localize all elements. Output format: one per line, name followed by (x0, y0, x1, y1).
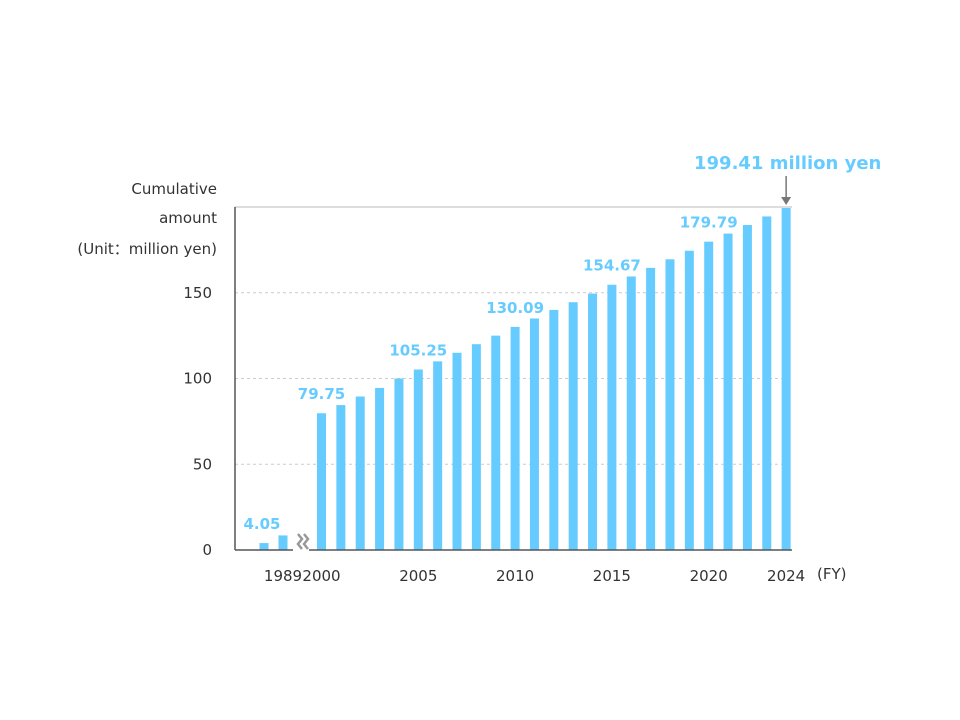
bar-2001 (336, 405, 346, 550)
x-tick-label-2024: 2024 (767, 567, 805, 585)
y-tick-label-0: 0 (202, 541, 212, 559)
x-tick-label-2015: 2015 (593, 567, 631, 585)
bar-2005 (413, 369, 423, 550)
bar-2023 (762, 216, 772, 550)
data-label-2010: 130.09 (486, 299, 544, 317)
bar-2014 (588, 293, 598, 550)
x-axis-unit-label: (FY) (817, 565, 847, 583)
y-tick-label-100: 100 (183, 370, 212, 388)
bar-2006 (433, 361, 443, 550)
bar-2021 (723, 233, 733, 550)
bar-2024 (781, 208, 791, 551)
bar-2011 (529, 318, 539, 550)
y-tick-label-150: 150 (183, 284, 212, 302)
bar-2018 (665, 259, 675, 550)
x-tick-label-2005: 2005 (399, 567, 437, 585)
bar-2013 (568, 302, 578, 550)
bar-2004 (394, 378, 404, 550)
data-label-2000: 79.75 (298, 385, 345, 403)
total-callout-label: 199.41 million yen (694, 153, 882, 174)
data-label-2005: 105.25 (389, 341, 447, 359)
bar-2000 (317, 413, 326, 550)
bar-2008 (471, 344, 481, 550)
y-axis-title-line-1: Cumulative (131, 180, 217, 198)
axis-break-zigzag-2 (302, 533, 310, 550)
y-axis-title-line-2: amount (159, 209, 217, 227)
bar-1989 (278, 535, 288, 550)
data-label-2020: 179.79 (680, 214, 738, 232)
x-tick-label-2020: 2020 (690, 567, 728, 585)
callout-arrow-head (781, 197, 792, 206)
x-tick-label-2010: 2010 (496, 567, 534, 585)
bar-2020 (704, 241, 714, 550)
data-label-1988: 4.05 (243, 515, 280, 533)
bar-2016 (626, 276, 636, 550)
x-tick-label-1989: 1989 (264, 567, 302, 585)
axis-break-zigzag-1 (296, 533, 304, 550)
bar-2017 (646, 267, 656, 550)
bar-1988 (259, 543, 269, 550)
bar-2009 (491, 335, 501, 550)
bar-2010 (510, 326, 520, 550)
bar-2003 (375, 387, 385, 550)
data-label-2015: 154.67 (583, 257, 641, 275)
x-tick-label-2000: 2000 (302, 567, 340, 585)
bar-2022 (742, 225, 752, 550)
y-axis-title-line-3: (Unit：million yen) (77, 240, 217, 258)
y-tick-label-50: 50 (193, 455, 212, 473)
bar-2012 (549, 309, 559, 550)
bar-2007 (452, 352, 462, 550)
bar-2019 (684, 250, 694, 551)
bar-2002 (355, 396, 365, 550)
bar-2015 (607, 284, 617, 550)
